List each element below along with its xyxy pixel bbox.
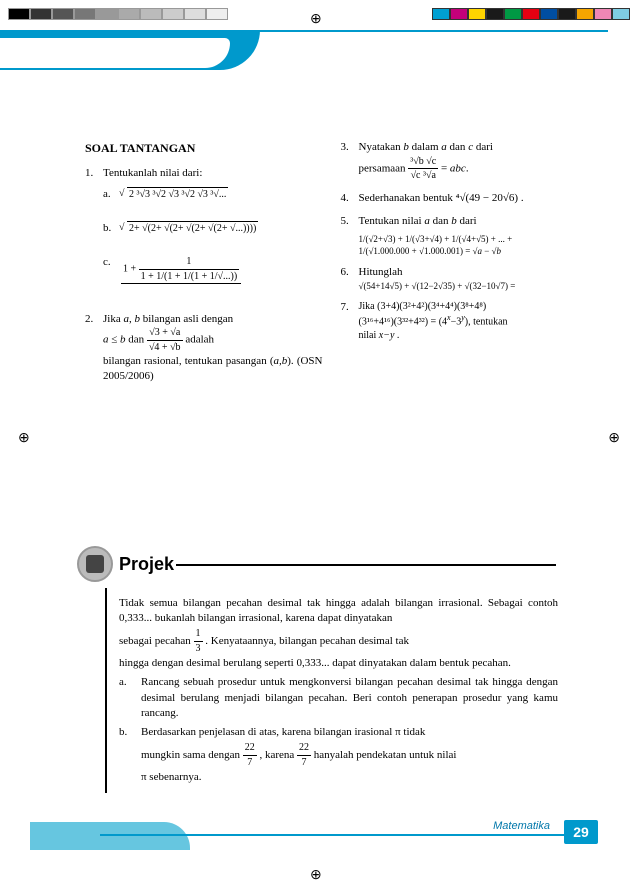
q-number: 5. <box>341 214 359 257</box>
projek-item-b: b. Berdasarkan penjelasan di atas, karen… <box>119 725 558 785</box>
header-decoration <box>30 30 608 90</box>
q7-line1: Jika (3+4)(3²+4²)(3⁴+4⁴)(3⁸+4⁸) <box>359 300 579 314</box>
color-swatches <box>432 8 630 20</box>
q1a-expr: 2 ³√3 ³√2 √3 ³√2 √3 ³√... <box>121 187 323 215</box>
right-column: 3. Nyatakan b dalam a dan c dari persama… <box>341 140 579 392</box>
page-footer: Matematika 29 <box>0 810 598 850</box>
gray-swatches <box>8 8 228 20</box>
question-1: 1. Tentukanlah nilai dari: a. 2 ³√3 ³√2 … <box>85 166 323 303</box>
left-column: SOAL TANTANGAN 1. Tentukanlah nilai dari… <box>85 140 323 392</box>
projek-icon <box>77 546 113 582</box>
q5-series-2: 1/(√1.000.000 + √1.000.001) = √a − √b <box>359 245 579 257</box>
question-5: 5. Tentukan nilai a dan b dari 1/(√2+√3)… <box>341 214 579 257</box>
registration-mark-left: ⊕ <box>18 430 30 447</box>
q1c-expr: 1 + 11 + 1/(1 + 1/(1 + 1/√...)) <box>121 255 323 298</box>
q1-text: Tentukanlah nilai dari: <box>103 166 323 181</box>
projek-body: Tidak semua bilangan pecahan desimal tak… <box>105 588 568 793</box>
q7-line3: nilai x−y . <box>359 329 579 343</box>
q5-series-1: 1/(√2+√3) + 1/(√3+√4) + 1/(√4+√5) + ... … <box>359 233 579 245</box>
question-3: 3. Nyatakan b dalam a dan c dari persama… <box>341 140 579 183</box>
footer-line <box>100 834 598 836</box>
projek-p1: Tidak semua bilangan pecahan desimal tak… <box>119 596 558 627</box>
question-2: 2. Jika a, b bilangan asli dengan a ≤ b … <box>85 312 323 385</box>
q-number: 7. <box>341 300 359 343</box>
registration-mark-right: ⊕ <box>608 430 620 447</box>
q-number: 4. <box>341 191 359 206</box>
registration-mark-top: ⊕ <box>310 11 322 28</box>
projek-item-a: a. Rancang sebuah prosedur untuk mengkon… <box>119 675 558 721</box>
page-number: 29 <box>564 820 598 844</box>
calibration-bar: ⊕ <box>0 8 638 26</box>
projek-header: Projek <box>105 552 568 584</box>
projek-p2: sebagai pecahan 13 . Kenyataannya, bilan… <box>119 627 558 656</box>
main-content: SOAL TANTANGAN 1. Tentukanlah nilai dari… <box>85 140 578 392</box>
q-number: 1. <box>85 166 103 303</box>
footer-decoration <box>30 822 190 850</box>
question-6: 6. Hitunglah √(54+14√5) + √(12−2√35) + √… <box>341 265 579 292</box>
section-heading: SOAL TANTANGAN <box>85 140 323 156</box>
question-4: 4. Sederhanakan bentuk ⁴√(49 − 20√6) . <box>341 191 579 206</box>
q-number: 3. <box>341 140 359 183</box>
sub-letter: c. <box>103 255 121 298</box>
q1b-expr: 2+ √(2+ √(2+ √(2+ √(2+ √...)))) <box>121 221 323 249</box>
q-number: 2. <box>85 312 103 385</box>
registration-mark-bottom: ⊕ <box>310 867 322 884</box>
q4-text: Sederhanakan bentuk ⁴√(49 − 20√6) . <box>359 191 579 206</box>
projek-section: Projek Tidak semua bilangan pecahan desi… <box>105 552 568 793</box>
projek-p3: hingga dengan desimal berulang seperti 0… <box>119 656 558 671</box>
q-number: 6. <box>341 265 359 292</box>
footer-label: Matematika <box>493 820 550 832</box>
q6-expr: √(54+14√5) + √(12−2√35) + √(32−10√7) = <box>359 280 579 292</box>
q7-line2: (3¹⁶+4¹⁶)(3³²+4³²) = (4x−3y), tentukan <box>359 313 579 329</box>
question-7: 7. Jika (3+4)(3²+4²)(3⁴+4⁴)(3⁸+4⁸) (3¹⁶+… <box>341 300 579 343</box>
projek-title: Projek <box>119 554 556 575</box>
